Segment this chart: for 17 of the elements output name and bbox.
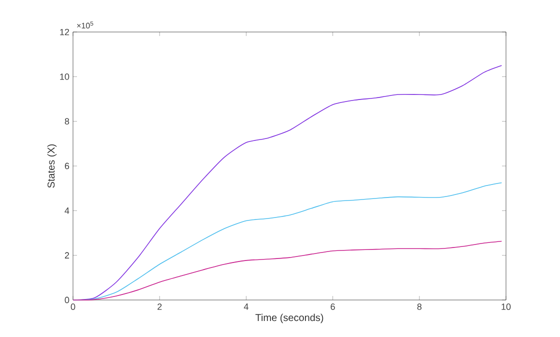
y-tick-label: 8 [64,118,70,125]
y-tick-label: 2 [64,252,70,258]
x-tick-label: 0 [70,304,76,310]
x-axis-title: Time (seconds) [255,314,324,324]
y-tick-label: 0 [64,296,70,304]
x-tick-label: 4 [244,304,248,310]
line-series [72,240,502,300]
y-tick-label: 6 [64,162,70,170]
x-tick-label: 10 [502,304,511,310]
x-tick-label: 6 [330,304,335,310]
y-axis-title: States (X) [47,144,57,188]
x-tick-label: 8 [417,304,422,310]
x-tick-label: 2 [158,304,162,310]
y-tick-label: 12 [60,28,70,36]
y-tick-label: 10 [60,73,70,80]
text: ×10$^{5}$ [77,21,94,28]
y-tick-label: 4 [64,208,70,214]
